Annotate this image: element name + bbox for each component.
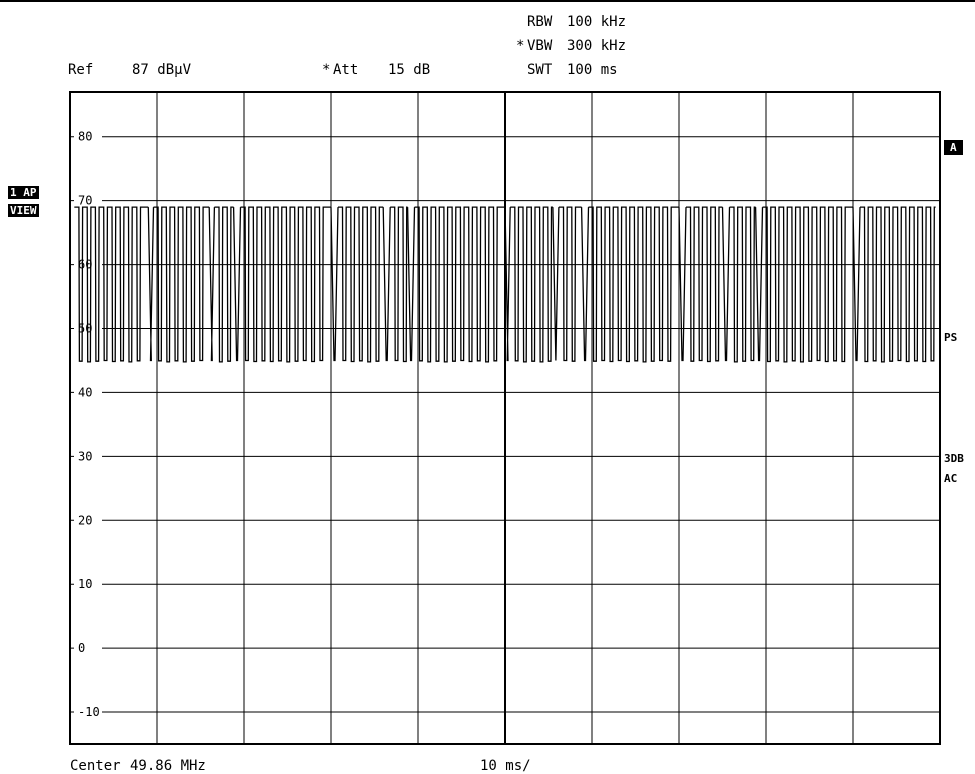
y-tick-label-bg bbox=[74, 641, 102, 656]
trace-gap bbox=[406, 207, 416, 362]
trace-burst bbox=[214, 206, 234, 363]
trace-burst bbox=[686, 206, 723, 363]
y-tick-label: 30 bbox=[78, 449, 92, 463]
y-tick-label: -10 bbox=[78, 705, 100, 719]
trace-gap bbox=[721, 207, 731, 362]
y-tick-label-bg bbox=[74, 449, 102, 464]
center-value: 49.86 MHz bbox=[130, 758, 206, 774]
trace-gap bbox=[330, 207, 339, 362]
trace-burst bbox=[74, 206, 149, 363]
ref-value: 87 dBµV bbox=[132, 62, 192, 78]
y-tick-label: 10 bbox=[78, 577, 92, 591]
trace-gap bbox=[147, 207, 155, 362]
trace-burst bbox=[510, 206, 553, 363]
trace-gap bbox=[852, 207, 861, 362]
trace-gap bbox=[504, 207, 511, 362]
trace-burst bbox=[558, 206, 582, 362]
trace-1 bbox=[74, 206, 936, 363]
y-tick-label-bg bbox=[74, 513, 102, 528]
plot-border bbox=[69, 91, 941, 745]
y-tick-label: 60 bbox=[78, 258, 92, 272]
vbw-star: * bbox=[516, 38, 525, 54]
coupling-tag: AC bbox=[944, 472, 958, 485]
y-tick-label: 80 bbox=[78, 130, 92, 144]
trace-burst bbox=[729, 206, 756, 363]
trace-gap bbox=[232, 207, 242, 362]
trace-gap bbox=[208, 207, 216, 362]
plot-frame bbox=[69, 91, 941, 745]
att-value: 15 dB bbox=[388, 62, 431, 78]
y-tick-label: 20 bbox=[78, 513, 92, 527]
swt-label: SWT bbox=[527, 62, 553, 78]
trace-burst bbox=[762, 206, 853, 363]
preselector-tag: PS bbox=[944, 331, 958, 344]
top-rule bbox=[0, 0, 975, 2]
y-tick-label-bg bbox=[74, 705, 102, 720]
att-label: Att bbox=[333, 62, 359, 78]
div-value: 10 ms/ bbox=[480, 758, 531, 774]
y-tick-label-bg bbox=[74, 193, 102, 208]
trace-gap bbox=[382, 207, 391, 362]
swt-value: 100 ms bbox=[567, 62, 618, 78]
y-tick-label-bg bbox=[74, 385, 102, 400]
ref-label: Ref bbox=[68, 62, 94, 78]
trace-burst bbox=[240, 206, 331, 363]
att-star: * bbox=[322, 62, 331, 78]
y-tick-label: 70 bbox=[78, 194, 92, 208]
trace-gap bbox=[580, 207, 590, 362]
trace-detector-tag: 1 AP bbox=[8, 186, 39, 199]
vbw-value: 300 kHz bbox=[567, 38, 627, 54]
trace-burst bbox=[338, 206, 384, 363]
filter-tag: 3DB bbox=[944, 452, 964, 465]
center-label: Center bbox=[70, 758, 121, 774]
trace-burst bbox=[588, 206, 679, 363]
trigger-tag: A bbox=[944, 140, 963, 155]
y-tick-label-bg bbox=[74, 129, 102, 144]
view-mode-tag: VIEW bbox=[8, 204, 39, 217]
trace-burst bbox=[153, 206, 210, 363]
trace-gap bbox=[552, 207, 560, 361]
vbw-label: VBW bbox=[527, 38, 553, 54]
rbw-label: RBW bbox=[527, 14, 553, 30]
trace-burst bbox=[390, 206, 408, 363]
trace-gap bbox=[678, 207, 687, 362]
trace-gap bbox=[754, 207, 764, 362]
rbw-value: 100 kHz bbox=[567, 14, 627, 30]
trace-burst bbox=[860, 206, 936, 363]
y-tick-label-bg bbox=[74, 577, 102, 592]
y-tick-label: 40 bbox=[78, 385, 92, 399]
y-tick-label: 0 bbox=[78, 641, 85, 655]
trace-burst bbox=[414, 206, 505, 363]
